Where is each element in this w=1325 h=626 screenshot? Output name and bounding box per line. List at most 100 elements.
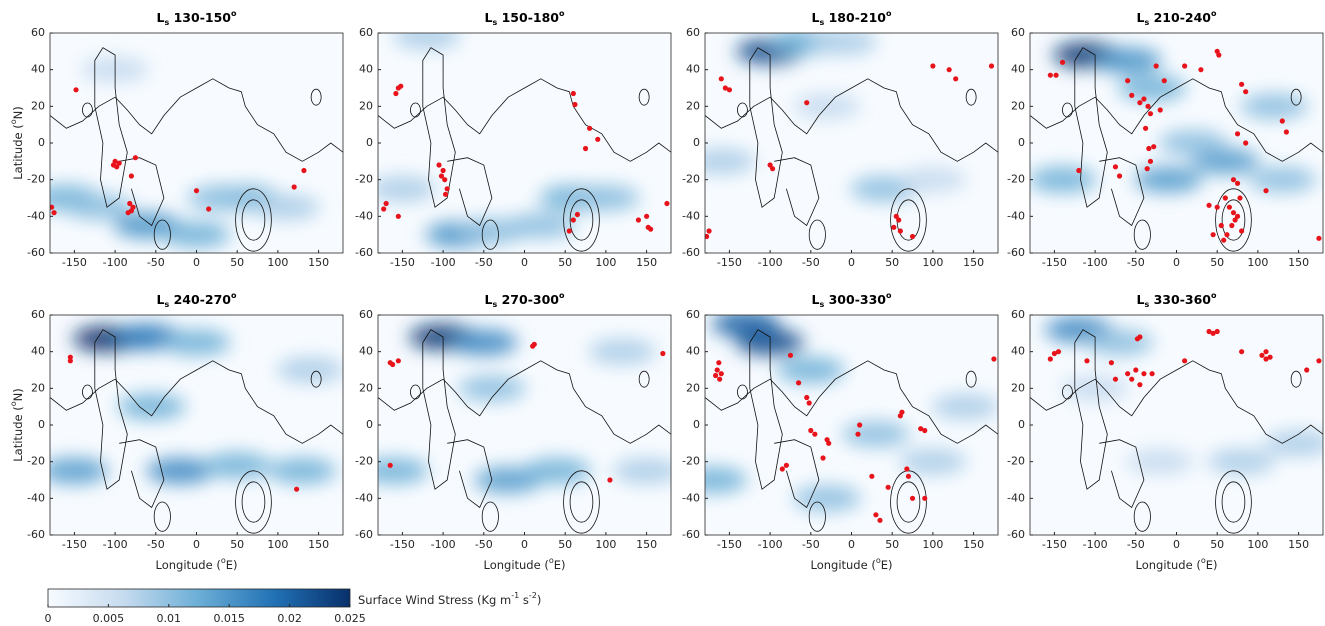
wind-patch (898, 448, 967, 475)
label-part: L (1137, 292, 1145, 307)
storm-point (1214, 204, 1220, 210)
dichotomy-contour (1030, 360, 1323, 444)
topography (378, 47, 671, 252)
map-area (50, 324, 343, 534)
label-part: E) (1206, 558, 1218, 572)
y-tick-label: 20 (31, 99, 45, 112)
wind-field (378, 33, 640, 248)
storm-point (1055, 349, 1062, 355)
wind-patch (612, 457, 671, 484)
y-tick-label: 20 (31, 381, 45, 394)
storm-point (877, 517, 883, 523)
storm-point (294, 486, 300, 492)
topography (378, 329, 671, 534)
storm-point (1206, 202, 1212, 208)
x-tick-label: 50 (885, 256, 899, 269)
storm-point (1182, 63, 1188, 69)
x-tick-label: -100 (103, 538, 128, 551)
storm-point (1142, 125, 1149, 131)
storm-point (718, 76, 724, 82)
x-tick-label: 0 (848, 256, 855, 269)
x-tick-label: -150 (717, 538, 742, 551)
x-tick-label: -100 (758, 538, 783, 551)
hellas-contour (890, 188, 927, 252)
storm-point (1218, 222, 1224, 229)
storm-point (193, 188, 200, 194)
storm-point (705, 233, 710, 240)
y-tick-label: -20 (682, 455, 700, 468)
y-tick-label: 0 (693, 136, 700, 149)
panel-title: Ls 240-270o (157, 291, 237, 309)
y-tick-label: -20 (1007, 173, 1025, 186)
hellas-inner (241, 199, 266, 241)
label-part: o (886, 9, 892, 18)
dichotomy-contour (705, 78, 998, 162)
storm-point (128, 173, 134, 179)
storm-point (795, 380, 802, 386)
storm-point (806, 400, 812, 406)
label-part: L (485, 10, 493, 25)
argyre-contour (153, 501, 171, 532)
storm-point (1147, 158, 1154, 164)
storm-point (570, 217, 576, 223)
storm-point (206, 206, 212, 212)
storm-point (442, 191, 449, 197)
panel: -150 -100 -50 0 50 100 150 -60 -40 -20 0 20 40 60 Ls 1… (682, 9, 999, 269)
wind-patch (162, 329, 231, 356)
topography (50, 329, 343, 534)
storm-point (891, 224, 897, 230)
map-area (705, 315, 998, 534)
storm-point (438, 173, 445, 179)
storm-point (50, 204, 55, 210)
storm-point (127, 200, 133, 207)
storm-point (930, 63, 936, 69)
x-tick-label: 100 (922, 256, 943, 269)
x-tick-label: 150 (963, 256, 984, 269)
storm-point (582, 145, 589, 152)
x-tick-label: 150 (963, 538, 984, 551)
storm-point (779, 466, 785, 472)
argyre-contour (153, 219, 171, 250)
x-tick-label: 50 (1210, 538, 1224, 551)
storm-point (1229, 222, 1235, 229)
storm-point (130, 204, 136, 210)
storm-point (398, 83, 404, 89)
wind-patch (117, 393, 186, 420)
tharsis-contour (1074, 329, 1108, 490)
storm-point (387, 462, 393, 468)
label-part: E) (881, 558, 893, 572)
storm-point (1133, 367, 1139, 373)
wind-patch (378, 175, 437, 202)
x-tick-label: 0 (521, 538, 528, 551)
argyre-contour (808, 501, 826, 532)
olympus-contour (410, 384, 421, 400)
valles-contour (774, 157, 820, 227)
tharsis-contour (94, 329, 128, 490)
y-tick-label: -40 (27, 491, 45, 504)
storm-point (595, 136, 601, 142)
storm-point (896, 217, 902, 223)
colorbar-tick-label: 0.02 (277, 612, 302, 625)
y-tick-label: 40 (686, 345, 700, 358)
label-part: 270-300 (497, 292, 559, 307)
x-tick-label: -100 (1083, 538, 1108, 551)
colorbar-scale (47, 588, 351, 608)
storm-point (1141, 371, 1147, 377)
storm-point (1210, 232, 1216, 238)
x-tick-label: 50 (558, 538, 572, 551)
argyre-contour (481, 219, 499, 250)
storm-point (1129, 92, 1135, 98)
x-tick-label: 150 (1288, 538, 1309, 551)
x-tick-label: -50 (802, 538, 820, 551)
storm-point (718, 371, 724, 377)
wind-patch (1264, 430, 1323, 457)
y-tick-label: 40 (1011, 63, 1025, 76)
x-tick-label: 100 (267, 256, 288, 269)
map-background (1030, 315, 1323, 535)
panel: -150 -100 -50 0 50 100 150 -60 -40 -20 0 20 40 60 Ls 2… (9, 291, 344, 572)
label-part: 300-330 (824, 292, 886, 307)
wind-patch (1207, 448, 1276, 475)
storm-point (893, 213, 899, 219)
storm-point (301, 167, 307, 174)
panel: -150 -100 -50 0 50 100 150 -60 -40 -20 0 20 40 60 Ls 3… (682, 291, 999, 572)
